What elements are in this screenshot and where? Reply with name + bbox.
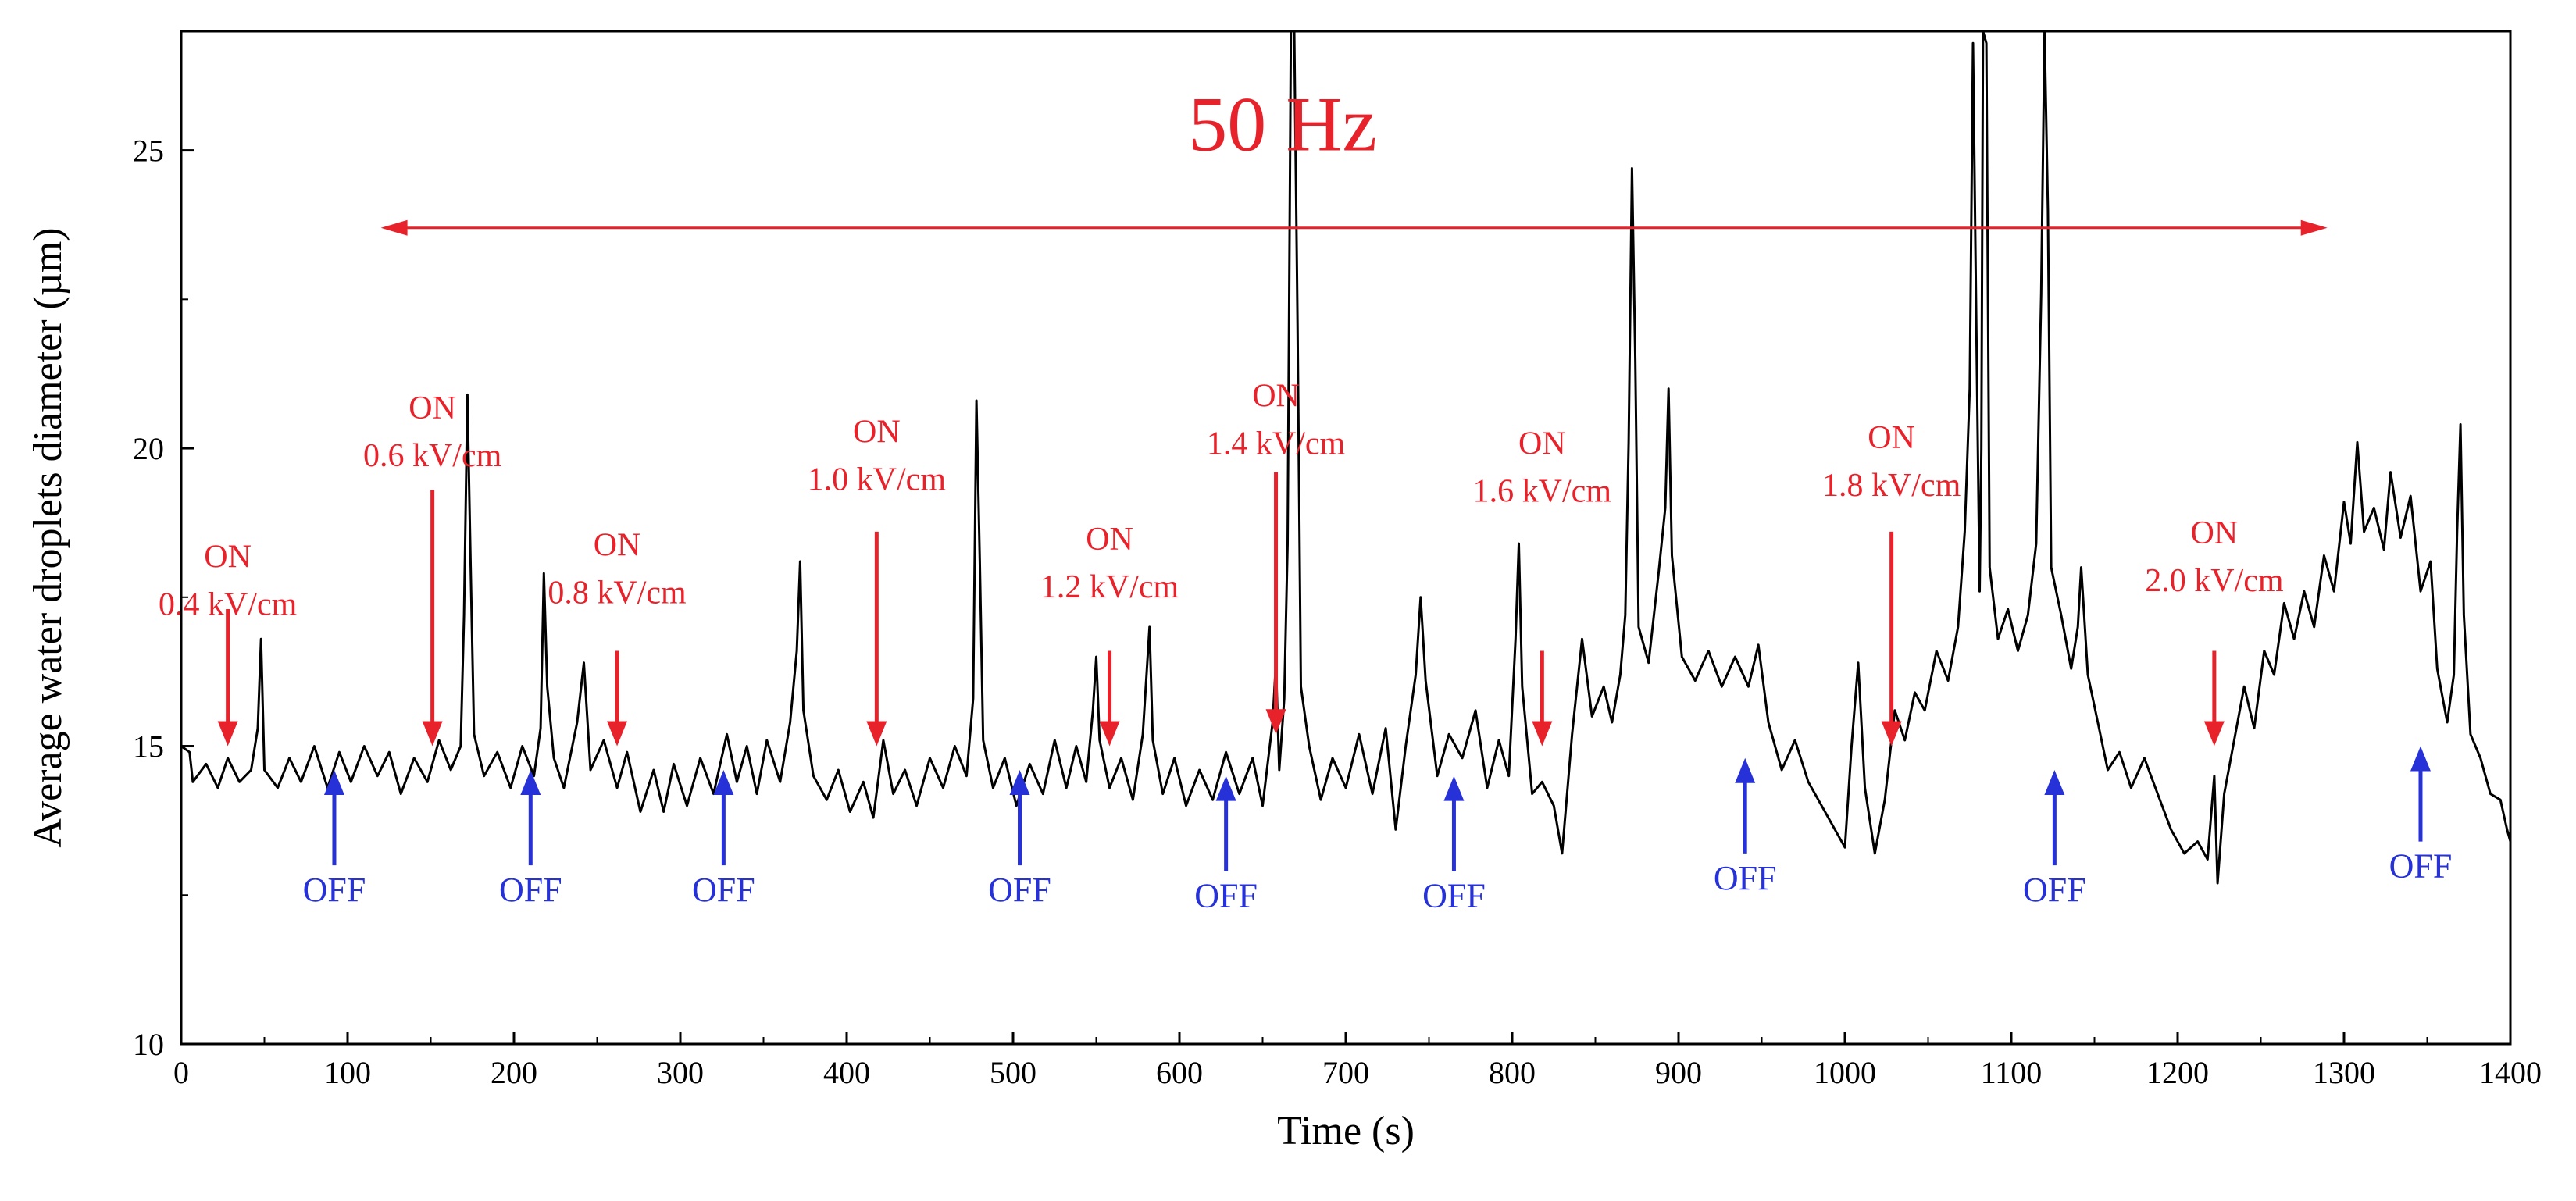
field-strength-label: 1.8 kV/cm [1822, 468, 1961, 504]
off-label: OFF [1422, 877, 1486, 915]
on-arrow-head [217, 721, 238, 747]
off-arrow-head [1735, 757, 1756, 783]
on-arrow-head [1265, 709, 1286, 735]
on-label: ON [1086, 522, 1133, 558]
y-axis-label: Average water droplets diameter (µm) [26, 227, 70, 847]
x-tick-label: 500 [990, 1055, 1036, 1090]
off-label: OFF [1194, 877, 1258, 915]
frequency-arrow-left [380, 219, 408, 236]
x-tick-label: 600 [1156, 1055, 1203, 1090]
x-tick-label: 1100 [1981, 1055, 2043, 1090]
on-arrow-head [866, 721, 887, 747]
on-label: ON [594, 527, 641, 563]
x-tick-label: 1400 [2479, 1055, 2542, 1090]
off-label: OFF [499, 871, 562, 909]
x-tick-label: 1200 [2146, 1055, 2209, 1090]
data-series-line [181, 31, 2510, 885]
off-arrow-head [520, 770, 541, 796]
x-tick-label: 800 [1489, 1055, 1536, 1090]
x-tick-label: 200 [491, 1055, 537, 1090]
on-arrow-head [1532, 721, 1553, 747]
off-arrow-head [1009, 770, 1030, 796]
on-label: ON [1252, 379, 1300, 415]
off-arrow-head [1443, 775, 1465, 801]
x-tick-label: 0 [173, 1055, 189, 1090]
on-arrow-head [2203, 721, 2225, 747]
off-label: OFF [2023, 871, 2086, 909]
field-strength-label: 0.6 kV/cm [363, 438, 502, 474]
x-tick-label: 700 [1322, 1055, 1369, 1090]
field-strength-label: 1.4 kV/cm [1207, 426, 1346, 462]
x-tick-label: 1300 [2313, 1055, 2375, 1090]
plot-frame [180, 30, 2512, 1046]
x-axis-label: Time (s) [1277, 1109, 1415, 1153]
axes-layer: 0 100 200 300 400 500 600 700 800 900 1000 1100 1200… [133, 134, 2542, 1090]
field-strength-label: 1.0 kV/cm [808, 462, 947, 497]
off-label: OFF [692, 871, 755, 909]
on-label: ON [2191, 515, 2239, 551]
field-strength-label: 1.2 kV/cm [1040, 569, 1179, 605]
field-strength-label: 0.8 kV/cm [548, 575, 687, 611]
y-tick-label: 10 [133, 1027, 164, 1062]
on-arrow-head [1099, 721, 1120, 747]
frequency-arrow-right [2300, 219, 2328, 236]
x-tick-label: 100 [324, 1055, 371, 1090]
on-arrow-head [607, 721, 628, 747]
off-label: OFF [303, 871, 366, 909]
series-layer [181, 31, 2510, 885]
on-arrow-head [422, 721, 443, 747]
off-arrow-head [1215, 775, 1236, 801]
off-arrow-head [2410, 746, 2431, 772]
on-label: ON [1518, 426, 1566, 462]
field-strength-label: 0.4 kV/cm [159, 587, 298, 623]
off-label: OFF [1714, 859, 1777, 897]
on-arrow-head [1881, 721, 1902, 747]
y-tick-label: 15 [133, 729, 164, 764]
off-label: OFF [2389, 847, 2453, 886]
on-label: ON [853, 414, 901, 450]
y-tick-label: 20 [133, 431, 164, 466]
x-tick-label: 400 [823, 1055, 870, 1090]
x-tick-label: 900 [1655, 1055, 1702, 1090]
on-label: ON [1868, 420, 1915, 456]
y-tick-label: 25 [133, 134, 164, 169]
off-arrow-head [323, 770, 344, 796]
frequency-label: 50 Hz [1188, 81, 1377, 168]
annotation-layer: ON 0.4 kV/cm ON 0.6 kV/cm ON 0.8 kV/cm ON 1.0 k… [159, 219, 2453, 915]
on-label: ON [204, 540, 252, 576]
off-label: OFF [988, 871, 1051, 909]
x-tick-label: 300 [657, 1055, 704, 1090]
off-arrow-head [713, 770, 734, 796]
on-label: ON [409, 390, 456, 426]
x-tick-label: 1000 [1814, 1055, 1876, 1090]
off-arrow-head [2044, 770, 2065, 796]
field-strength-label: 1.6 kV/cm [1473, 474, 1612, 510]
field-strength-label: 2.0 kV/cm [2145, 563, 2284, 599]
